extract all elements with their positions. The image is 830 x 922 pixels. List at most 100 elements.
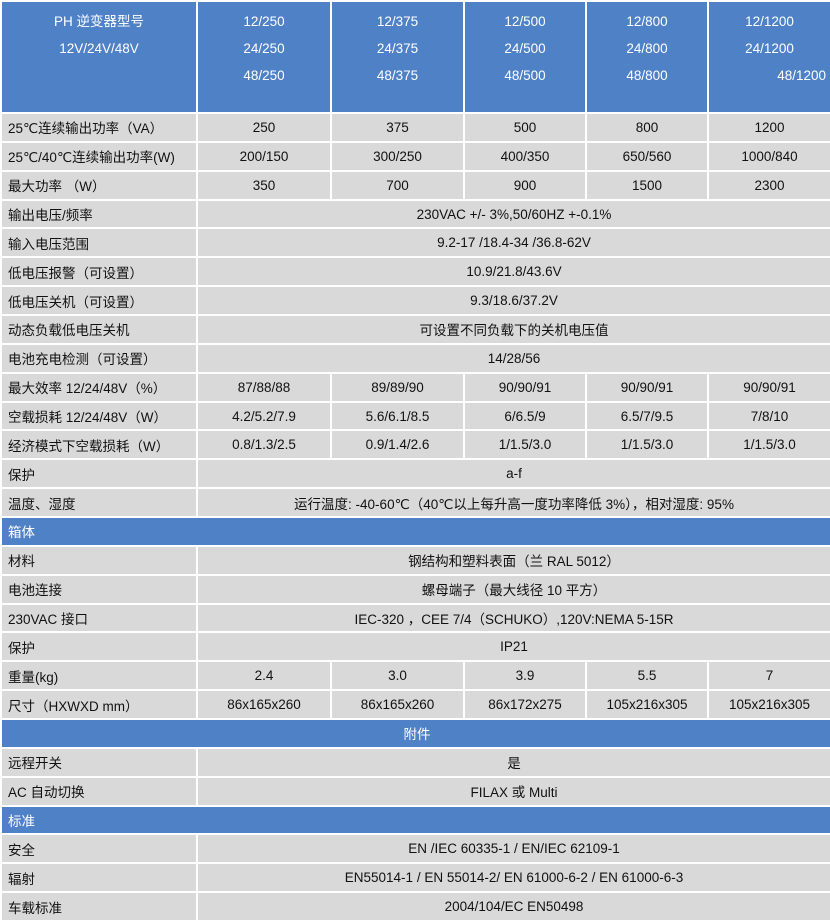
- spec-value: 7: [707, 660, 830, 692]
- spec-value: 1200: [707, 112, 830, 143]
- spec-label: 尺寸（HXWXD mm）: [0, 689, 198, 721]
- spec-row: 230VAC 接口 IEC-320 ，CEE 7/4（SCHUKO）,120V:N…: [0, 602, 830, 634]
- spec-value: IP21: [196, 631, 830, 663]
- spec-value: 650/560: [585, 140, 709, 172]
- spec-row: 辐射 EN55014-1 / EN 55014-2/ EN 61000-6-2 /…: [0, 862, 830, 894]
- spec-value: 90/90/91: [707, 371, 830, 403]
- spec-label: 动态负载低电压关机: [0, 314, 198, 345]
- model-name: 24/1200: [745, 41, 794, 56]
- spec-value: 87/88/88: [196, 371, 332, 403]
- spec-row: 温度、湿度 运行温度: -40-60℃（40℃以上每升高一度功率降低 3%），相对…: [0, 487, 830, 519]
- spec-label: 保护: [0, 458, 198, 490]
- model-name: 12/250: [243, 14, 285, 29]
- spec-row: 电池充电检测（可设置） 14/28/56: [0, 342, 830, 374]
- model-cell: 12/500 24/500 48/500: [463, 0, 587, 114]
- spec-row: 经济模式下空载损耗（W） 0.8/1.3/2.5 0.9/1.4/2.6 1/1.5/…: [0, 429, 830, 461]
- section-title: 附件: [0, 718, 830, 749]
- model-name: 48/800: [626, 68, 668, 83]
- spec-value: 105x216x305: [707, 689, 830, 721]
- spec-row: 低电压关机（可设置） 9.3/18.6/37.2V: [0, 285, 830, 317]
- spec-value: EN /IEC 60335-1 / EN/IEC 62109-1: [196, 833, 830, 865]
- spec-label: 材料: [0, 544, 198, 576]
- spec-label: 输出电压/频率: [0, 198, 198, 230]
- spec-row: 最大功率 （W） 350 700 900 1500 2300: [0, 169, 830, 201]
- spec-value: 14/28/56: [196, 342, 830, 374]
- spec-label: 电池连接: [0, 573, 198, 605]
- spec-row: 动态负载低电压关机 可设置不同负载下的关机电压值: [0, 314, 830, 345]
- spec-value: 200/150: [196, 140, 332, 172]
- section-row: 箱体: [0, 516, 830, 547]
- spec-value: 0.9/1.4/2.6: [330, 429, 465, 461]
- spec-value: 2300: [707, 169, 830, 201]
- section-row: 附件: [0, 718, 830, 749]
- spec-value: 5.6/6.1/8.5: [330, 400, 465, 432]
- spec-value: 900: [463, 169, 587, 201]
- model-name: 12/375: [376, 14, 419, 29]
- spec-label: 最大功率 （W）: [0, 169, 198, 201]
- spec-value: 800: [585, 112, 709, 143]
- model-cell: 12/800 24/800 48/800: [585, 0, 709, 114]
- spec-value: 400/350: [463, 140, 587, 172]
- spec-row: 电池连接 螺母端子（最大线径 10 平方）: [0, 573, 830, 605]
- spec-value: 700: [330, 169, 465, 201]
- spec-row: 空载损耗 12/24/48V（W） 4.2/5.2/7.9 5.6/6.1/8.5 6…: [0, 400, 830, 432]
- spec-value: 250: [196, 112, 332, 143]
- spec-value: 300/250: [330, 140, 465, 172]
- model-name: 12/1200: [745, 14, 794, 29]
- spec-label: 低电压报警（可设置）: [0, 256, 198, 288]
- spec-value: 3.9: [463, 660, 587, 692]
- spec-row: 25℃/40℃连续输出功率(W) 200/150 300/250 400/350 650…: [0, 140, 830, 172]
- model-name: 24/250: [243, 41, 285, 56]
- spec-value: 86x165x260: [330, 689, 465, 721]
- spec-row: 保护 IP21: [0, 631, 830, 663]
- spec-value: 230VAC +/- 3%,50/60HZ +-0.1%: [196, 198, 830, 230]
- spec-label: 25℃/40℃连续输出功率(W): [0, 140, 198, 172]
- spec-value: 90/90/91: [585, 371, 709, 403]
- model-label: PH 逆变器型号: [53, 14, 144, 29]
- spec-value: 500: [463, 112, 587, 143]
- spec-value: 1/1.5/3.0: [585, 429, 709, 461]
- spec-value: 7/8/10: [707, 400, 830, 432]
- spec-row: 车载标准 2004/104/EC EN50498: [0, 891, 830, 922]
- model-name: 48/250: [243, 68, 285, 83]
- model-label-cell: PH 逆变器型号 12V/24V/48V: [0, 0, 198, 114]
- model-name: 12/800: [626, 14, 668, 29]
- model-name: 48/375: [376, 68, 419, 83]
- spec-value: 1/1.5/3.0: [463, 429, 587, 461]
- model-cell: 12/1200 24/1200 48/1200: [707, 0, 830, 114]
- model-name: 24/800: [626, 41, 668, 56]
- spec-value: 2004/104/EC EN50498: [196, 891, 830, 922]
- spec-value: 3.0: [330, 660, 465, 692]
- spec-label: 安全: [0, 833, 198, 865]
- spec-label: 保护: [0, 631, 198, 663]
- spec-value: EN55014-1 / EN 55014-2/ EN 61000-6-2 / E…: [196, 862, 830, 894]
- spec-value: 钢结构和塑料表面（兰 RAL 5012）: [196, 544, 830, 576]
- spec-value: 6/6.5/9: [463, 400, 587, 432]
- model-name: 24/500: [504, 41, 546, 56]
- spec-value: 86x165x260: [196, 689, 332, 721]
- spec-value: 0.8/1.3/2.5: [196, 429, 332, 461]
- section-title: 标准: [0, 804, 830, 836]
- model-cell: 12/250 24/250 48/250: [196, 0, 332, 114]
- spec-row: 保护 a-f: [0, 458, 830, 490]
- model-name: 48/1200: [777, 68, 826, 83]
- section-row: 标准: [0, 804, 830, 836]
- section-title: 箱体: [0, 516, 830, 547]
- spec-value: a-f: [196, 458, 830, 490]
- spec-label: 输入电压范围: [0, 227, 198, 259]
- spec-row: AC 自动切换 FILAX 或 Multi: [0, 775, 830, 807]
- spec-label: 远程开关: [0, 746, 198, 778]
- spec-label: 230VAC 接口: [0, 602, 198, 634]
- spec-label: 最大效率 12/24/48V（%）: [0, 371, 198, 403]
- model-name: 48/500: [504, 68, 546, 83]
- spec-value: 89/89/90: [330, 371, 465, 403]
- spec-row: 输入电压范围 9.2-17 /18.4-34 /36.8-62V: [0, 227, 830, 259]
- spec-value: 5.5: [585, 660, 709, 692]
- spec-row: 最大效率 12/24/48V（%） 87/88/88 89/89/90 90/90/9…: [0, 371, 830, 403]
- spec-value: 375: [330, 112, 465, 143]
- spec-value: 6.5/7/9.5: [585, 400, 709, 432]
- spec-label: 重量(kg): [0, 660, 198, 692]
- spec-value: 9.3/18.6/37.2V: [196, 285, 830, 317]
- spec-label: 车载标准: [0, 891, 198, 922]
